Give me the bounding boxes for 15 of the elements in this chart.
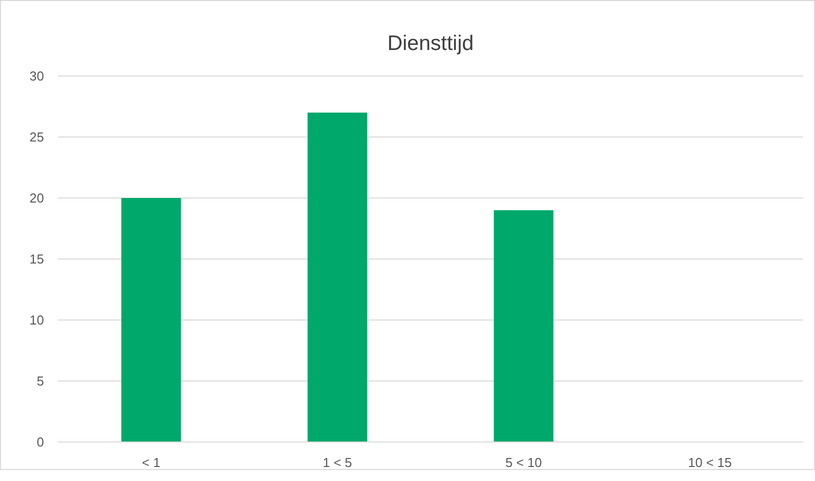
y-tick-label: 20 [30, 190, 44, 206]
bar [308, 112, 368, 442]
chart-title: Diensttijd [387, 32, 474, 55]
x-tick-label: 10 < 15 [688, 455, 732, 470]
bar [121, 198, 181, 442]
x-tick-label: 5 < 10 [505, 455, 542, 470]
y-tick-label: 25 [30, 130, 44, 145]
y-tick-label: 5 [36, 374, 44, 389]
y-tick-label: 30 [30, 68, 44, 84]
bar [494, 210, 554, 442]
y-tick-label: 0 [36, 434, 44, 450]
x-tick-label: < 1 [142, 455, 160, 470]
y-tick-label: 10 [30, 312, 44, 328]
y-tick-label: 15 [30, 252, 44, 267]
x-tick-label: 1 < 5 [322, 455, 352, 470]
